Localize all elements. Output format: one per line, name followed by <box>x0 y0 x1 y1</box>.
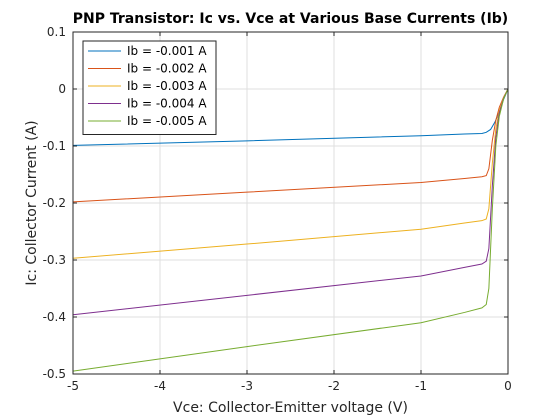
y-tick-label: -0.3 <box>43 253 66 267</box>
x-tick-label: -4 <box>154 379 166 393</box>
y-tick-label: -0.5 <box>43 367 66 381</box>
chart-title: PNP Transistor: Ic vs. Vce at Various Ba… <box>73 11 508 27</box>
legend-entry: Ib = -0.003 A <box>127 79 207 93</box>
series-layer <box>72 88 509 372</box>
y-tick-label: -0.2 <box>43 196 66 210</box>
series-line-4 <box>72 88 509 316</box>
y-tick-label: -0.4 <box>43 310 66 324</box>
series-line-5 <box>72 88 509 372</box>
x-tick-label: -2 <box>328 379 340 393</box>
legend-entry: Ib = -0.005 A <box>127 114 207 128</box>
legend-entry: Ib = -0.001 A <box>127 44 207 58</box>
x-tick-label: -3 <box>241 379 253 393</box>
y-tick-label: 0 <box>58 82 66 96</box>
ticks: -5 -4 -3 -2 -1 0 -0.5 -0.4 -0.3 -0.2 -0.1 0 0.1 <box>43 25 512 393</box>
legend-entry: Ib = -0.004 A <box>127 97 207 111</box>
legend: Ib = -0.001 A Ib = -0.002 A Ib = -0.003 A I… <box>82 40 217 135</box>
x-tick-label: 0 <box>504 379 512 393</box>
x-tick-label: -1 <box>415 379 427 393</box>
x-axis-label: Vce: Collector-Emitter voltage (V) <box>173 400 408 416</box>
x-tick-label: -5 <box>67 379 79 393</box>
series-line-3 <box>72 88 509 259</box>
y-tick-label: 0.1 <box>47 25 66 39</box>
legend-box <box>82 40 217 135</box>
y-axis-label: Ic: Collector Current (A) <box>24 120 40 285</box>
legend-entry: Ib = -0.002 A <box>127 62 207 76</box>
y-tick-label: -0.1 <box>43 139 66 153</box>
series-line-2 <box>72 88 509 203</box>
